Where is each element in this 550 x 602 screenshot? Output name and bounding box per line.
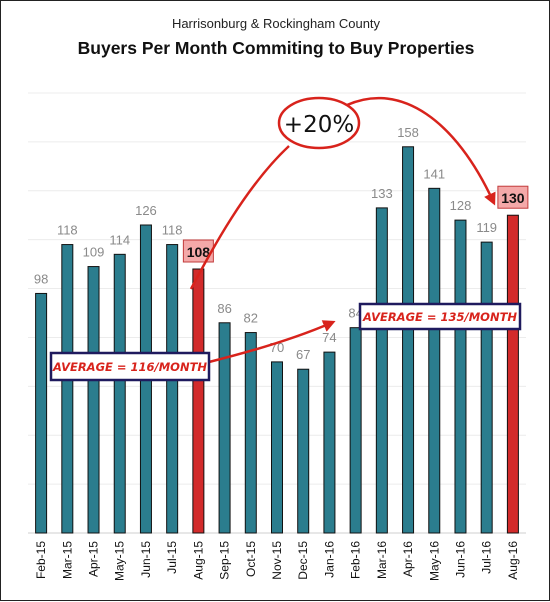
chart-title: Buyers Per Month Commiting to Buy Proper… xyxy=(78,38,475,58)
chart-subtitle: Harrisonburg & Rockingham County xyxy=(172,16,381,31)
data-label-mar-16: 133 xyxy=(371,186,393,201)
bar-aug-15 xyxy=(192,268,205,534)
gridlines xyxy=(28,92,526,534)
data-label-apr-15: 109 xyxy=(83,245,105,260)
change-arrow-left xyxy=(189,145,290,290)
bar-feb-15 xyxy=(35,292,48,534)
data-label-jul-16: 119 xyxy=(476,220,497,235)
bar-oct-15 xyxy=(244,332,257,534)
avg-2015-label: AVERAGE = 116/MONTH xyxy=(52,360,207,374)
data-label-aug-15: 108 xyxy=(187,244,211,260)
bar-may-16 xyxy=(428,187,441,534)
avg-2015-callout: AVERAGE = 116/MONTH xyxy=(49,320,336,382)
data-label-mar-15: 118 xyxy=(57,223,78,238)
bar-mar-16 xyxy=(375,207,388,534)
data-label-feb-15: 98 xyxy=(34,271,48,286)
bar-jun-16 xyxy=(454,219,467,534)
x-tick-labels: Feb-15 Mar-15 Apr-15 May-15 Jun-15 Jul-15 Aug-… xyxy=(34,541,520,581)
bar-jul-16 xyxy=(480,241,493,534)
x-tick-may-15: May-15 xyxy=(113,541,127,581)
data-label-sep-15: 86 xyxy=(217,301,231,316)
change-label: +20% xyxy=(284,112,354,138)
bar-may-15 xyxy=(113,253,126,534)
x-tick-jun-16: Jun-16 xyxy=(453,541,467,578)
data-label-may-16: 141 xyxy=(423,166,445,181)
avg-2016-label: AVERAGE = 135/MONTH xyxy=(362,310,517,324)
data-label-bg-aug-16 xyxy=(497,185,529,209)
x-tick-sep-15: Sep-15 xyxy=(218,541,232,580)
change-callout: +20% xyxy=(189,96,496,290)
x-tick-feb-16: Feb-16 xyxy=(349,541,363,579)
bar-mar-15 xyxy=(61,244,74,534)
x-tick-feb-15: Feb-15 xyxy=(34,541,48,579)
x-tick-apr-15: Apr-15 xyxy=(87,541,101,577)
data-label-jun-15: 126 xyxy=(135,203,157,218)
bar-dec-15 xyxy=(297,368,310,534)
x-tick-may-16: May-16 xyxy=(427,541,441,581)
bar-aug-16 xyxy=(506,214,519,534)
x-tick-jul-16: Jul-16 xyxy=(480,541,494,574)
avg-2016-callout: AVERAGE = 135/MONTH xyxy=(358,302,522,331)
avg-2016-box xyxy=(358,302,522,331)
x-tick-oct-15: Oct-15 xyxy=(244,541,258,577)
data-label-jul-15: 118 xyxy=(162,223,183,238)
change-arrow-right xyxy=(346,96,496,206)
data-label-dec-15: 67 xyxy=(296,347,310,362)
change-ellipse xyxy=(277,96,361,150)
data-label-jun-16: 128 xyxy=(450,198,472,213)
data-label-apr-16: 158 xyxy=(397,125,419,140)
x-tick-jan-16: Jan-16 xyxy=(322,541,336,578)
x-tick-nov-15: Nov-15 xyxy=(270,541,284,580)
bar-jan-16 xyxy=(323,351,336,534)
bar-sep-15 xyxy=(218,322,231,534)
x-tick-mar-15: Mar-15 xyxy=(60,541,74,579)
x-tick-aug-15: Aug-15 xyxy=(191,541,205,580)
x-tick-apr-16: Apr-16 xyxy=(401,541,415,577)
x-tick-aug-16: Aug-16 xyxy=(506,541,520,580)
x-tick-dec-15: Dec-15 xyxy=(296,541,310,580)
bar-jul-15 xyxy=(166,244,179,534)
bar-nov-15 xyxy=(271,361,283,534)
bar-feb-16 xyxy=(349,327,362,534)
x-tick-jul-15: Jul-15 xyxy=(165,541,179,574)
bar-apr-15 xyxy=(87,266,100,534)
x-tick-mar-16: Mar-16 xyxy=(375,541,389,579)
data-label-jan-16: 74 xyxy=(322,330,336,345)
data-label-oct-15: 82 xyxy=(244,311,258,326)
x-tick-jun-15: Jun-15 xyxy=(139,541,153,578)
avg-arrow xyxy=(208,320,336,364)
data-label-aug-16: 130 xyxy=(501,190,525,206)
data-label-bg-aug-15 xyxy=(182,239,214,263)
data-label-may-15: 114 xyxy=(109,232,130,247)
bar-apr-16 xyxy=(402,146,415,534)
avg-2015-box xyxy=(49,351,211,382)
